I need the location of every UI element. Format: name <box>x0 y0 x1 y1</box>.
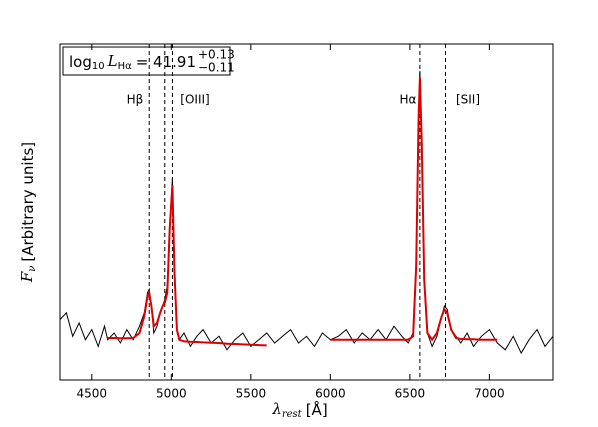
x-axis-label: λrest [Å] <box>271 400 327 420</box>
y-axis-label: Fν [Arbitrary units] <box>18 142 38 283</box>
x-tick-label: 6500 <box>395 387 426 401</box>
x-label-part: λ <box>271 400 282 418</box>
annotation-sup: +0.13 <box>198 48 235 62</box>
y-label-part: [Arbitrary units] <box>19 142 37 262</box>
annotation: log10 LHα = 41.91 <box>69 52 196 72</box>
x-tick-label: 5000 <box>156 387 187 401</box>
spectrum-line <box>330 77 498 342</box>
x-tick-label: 7000 <box>474 387 505 401</box>
line-label: Hβ <box>127 93 144 107</box>
annotation-part: = 41.91 <box>136 53 196 71</box>
annotation-part: 10 <box>92 61 105 72</box>
line-label: [OIII] <box>180 93 209 107</box>
plot-frame <box>59 43 554 381</box>
annotation-part: Hα <box>118 61 133 72</box>
spectrum-line <box>107 185 267 347</box>
annotation-part: L <box>107 52 118 70</box>
annotation-sub: −0.11 <box>198 61 235 75</box>
x-tick-label: 5500 <box>236 387 267 401</box>
x-label-part: rest <box>282 409 303 420</box>
x-tick-label: 4500 <box>77 387 108 401</box>
annotation-part: log <box>69 53 92 71</box>
line-label: Hα <box>400 93 417 107</box>
y-label-part: ν <box>27 266 38 272</box>
line-label: [SII] <box>456 93 480 107</box>
spectrum-line <box>59 70 554 355</box>
x-tick-label: 6000 <box>315 387 346 401</box>
y-label-part: F <box>18 271 36 283</box>
x-label-part: [Å] <box>306 400 328 419</box>
annotation-box <box>62 46 231 76</box>
